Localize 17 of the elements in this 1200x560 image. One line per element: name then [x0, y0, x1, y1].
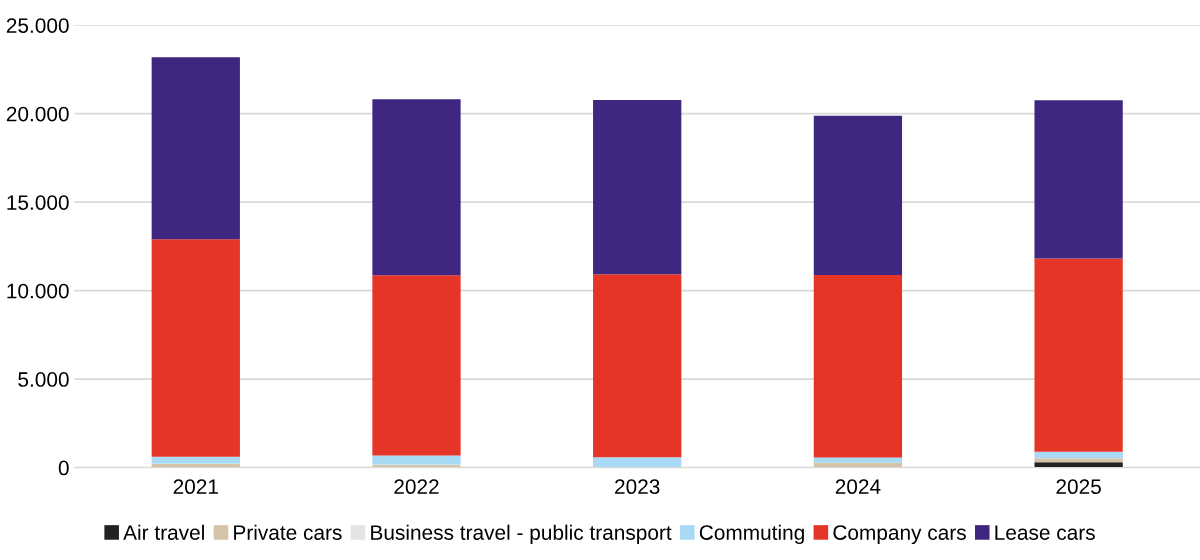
- y-tick-label: 10.000: [7, 283, 69, 299]
- y-tick-label: 0: [58, 460, 69, 476]
- y-tick-label: 15.000: [7, 195, 69, 210]
- x-tick-label: 2024: [835, 479, 881, 495]
- x-tick-label: 2025: [1056, 479, 1101, 495]
- legend-label: Air travel: [123, 524, 204, 540]
- legend-label: Company cars: [833, 525, 966, 545]
- x-tick-label: 2023: [615, 479, 660, 495]
- y-tick-label: 20.000: [6, 106, 69, 122]
- y-tick-label: 5.000: [18, 372, 69, 387]
- y-tick-label: 25.000: [6, 18, 69, 33]
- legend-label: Private cars: [234, 524, 342, 540]
- legend-label: Lease cars: [995, 525, 1095, 540]
- x-tick-label: 2021: [173, 479, 218, 495]
- x-tick-label: 2022: [394, 479, 439, 495]
- legend-label: Business travel - public transport: [371, 524, 672, 545]
- legend-label: Commuting: [699, 524, 804, 545]
